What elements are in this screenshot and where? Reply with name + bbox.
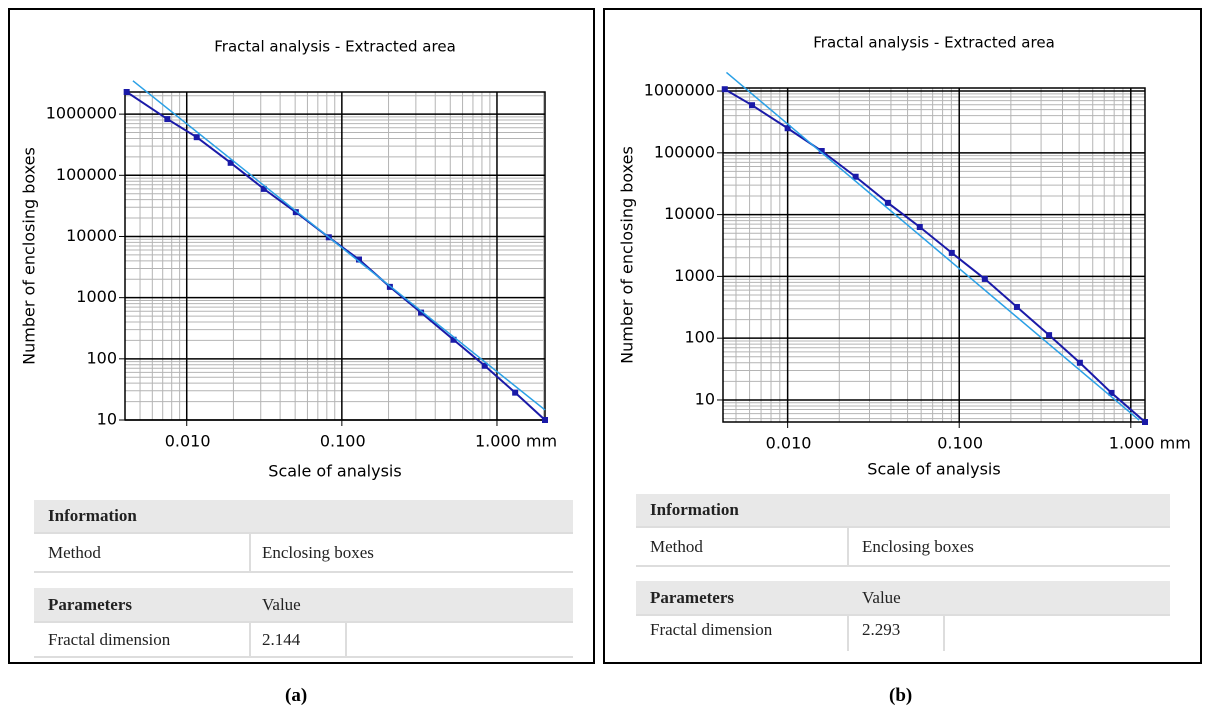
x-tick-label: 0.100: [320, 432, 366, 451]
cell: Fractal dimension: [48, 629, 171, 649]
marker: [981, 275, 988, 282]
marker: [227, 159, 234, 166]
marker: [1013, 303, 1020, 310]
cell: Value: [262, 594, 301, 614]
series-line: [724, 88, 1146, 423]
caption: (a): [285, 685, 308, 706]
marker: [512, 389, 519, 396]
y-axis-label: Number of enclosing boxes: [20, 147, 39, 365]
y-tick-label: 100000: [56, 165, 117, 184]
marker: [193, 134, 200, 141]
y-axis-label: Number of enclosing boxes: [618, 146, 637, 364]
x-tick-label: 1.000 mm: [475, 432, 557, 451]
cell: 2.144: [262, 629, 301, 649]
marker: [481, 362, 488, 369]
cell: Parameters: [650, 587, 735, 607]
row: Fractal dimension 2.293: [636, 616, 1170, 651]
y-tick-label: 1000000: [644, 81, 715, 100]
series-line: [725, 71, 1140, 421]
panel: [8, 8, 595, 664]
marker: [1046, 332, 1053, 339]
y-tick-label: 100: [684, 328, 715, 347]
panel: [603, 8, 1202, 664]
y-tick-label: 1000: [674, 266, 715, 285]
chart-title: Fractal analysis - Extracted area: [813, 34, 1055, 52]
y-tick-label: 1000000: [46, 104, 117, 123]
cell: Information: [650, 500, 739, 519]
x-tick-label: 1.000 mm: [1109, 434, 1191, 453]
marker: [721, 86, 728, 93]
plot-frame: [722, 87, 1146, 423]
marker: [356, 256, 363, 263]
row: Information: [34, 500, 573, 534]
series-group: [721, 71, 1148, 425]
y-tick-label: 10000: [66, 226, 117, 245]
marker: [450, 336, 457, 343]
cell: Value: [862, 587, 901, 607]
y-tick-label: 100000: [654, 142, 715, 161]
series-group: [123, 80, 548, 423]
marker: [749, 102, 756, 109]
row: Method Enclosing boxes: [34, 534, 573, 573]
cell: Parameters: [48, 594, 133, 614]
marker: [418, 309, 425, 316]
x-tick-label: 0.010: [766, 434, 812, 453]
marker: [1108, 389, 1115, 396]
cell: Fractal dimension: [650, 620, 773, 639]
x-axis-label: Scale of analysis: [268, 462, 401, 481]
cell: Enclosing boxes: [262, 542, 374, 562]
marker: [123, 89, 130, 95]
row: Parameters Value: [34, 588, 573, 623]
marker: [852, 173, 859, 180]
cell: Method: [650, 536, 703, 556]
cell: Enclosing boxes: [862, 536, 974, 556]
x-axis-label: Scale of analysis: [867, 460, 1000, 479]
info-table: Information Method Enclosing boxes Parame…: [636, 494, 1170, 662]
plot-frame: [124, 91, 546, 421]
caption: (b): [889, 685, 913, 706]
marker: [884, 199, 891, 206]
y-tick-label: 100: [86, 348, 117, 367]
row: Parameters Value: [636, 581, 1170, 616]
marker: [542, 417, 548, 423]
marker: [164, 116, 171, 123]
marker: [1142, 419, 1148, 425]
cell: Method: [48, 542, 101, 562]
marker: [292, 209, 299, 216]
marker: [784, 125, 791, 132]
row: Information: [636, 494, 1170, 528]
marker: [916, 224, 923, 231]
cell: 2.293: [862, 620, 901, 639]
marker: [948, 249, 955, 256]
series-line: [132, 80, 546, 411]
y-tick-label: 10: [97, 410, 117, 429]
x-tick-label: 0.100: [937, 434, 983, 453]
chart-title: Fractal analysis - Extracted area: [214, 38, 456, 56]
marker: [818, 148, 825, 155]
y-tick-label: 10: [695, 389, 715, 408]
cell: Information: [48, 506, 137, 525]
marker: [1076, 359, 1083, 366]
x-tick-label: 0.010: [165, 432, 211, 451]
row: Fractal dimension 2.144: [34, 623, 573, 658]
y-tick-label: 10000: [664, 204, 715, 223]
row: Method Enclosing boxes: [636, 528, 1170, 567]
y-tick-label: 1000: [76, 287, 117, 306]
marker: [260, 185, 267, 192]
info-table: Information Method Enclosing boxes Parame…: [34, 500, 573, 658]
